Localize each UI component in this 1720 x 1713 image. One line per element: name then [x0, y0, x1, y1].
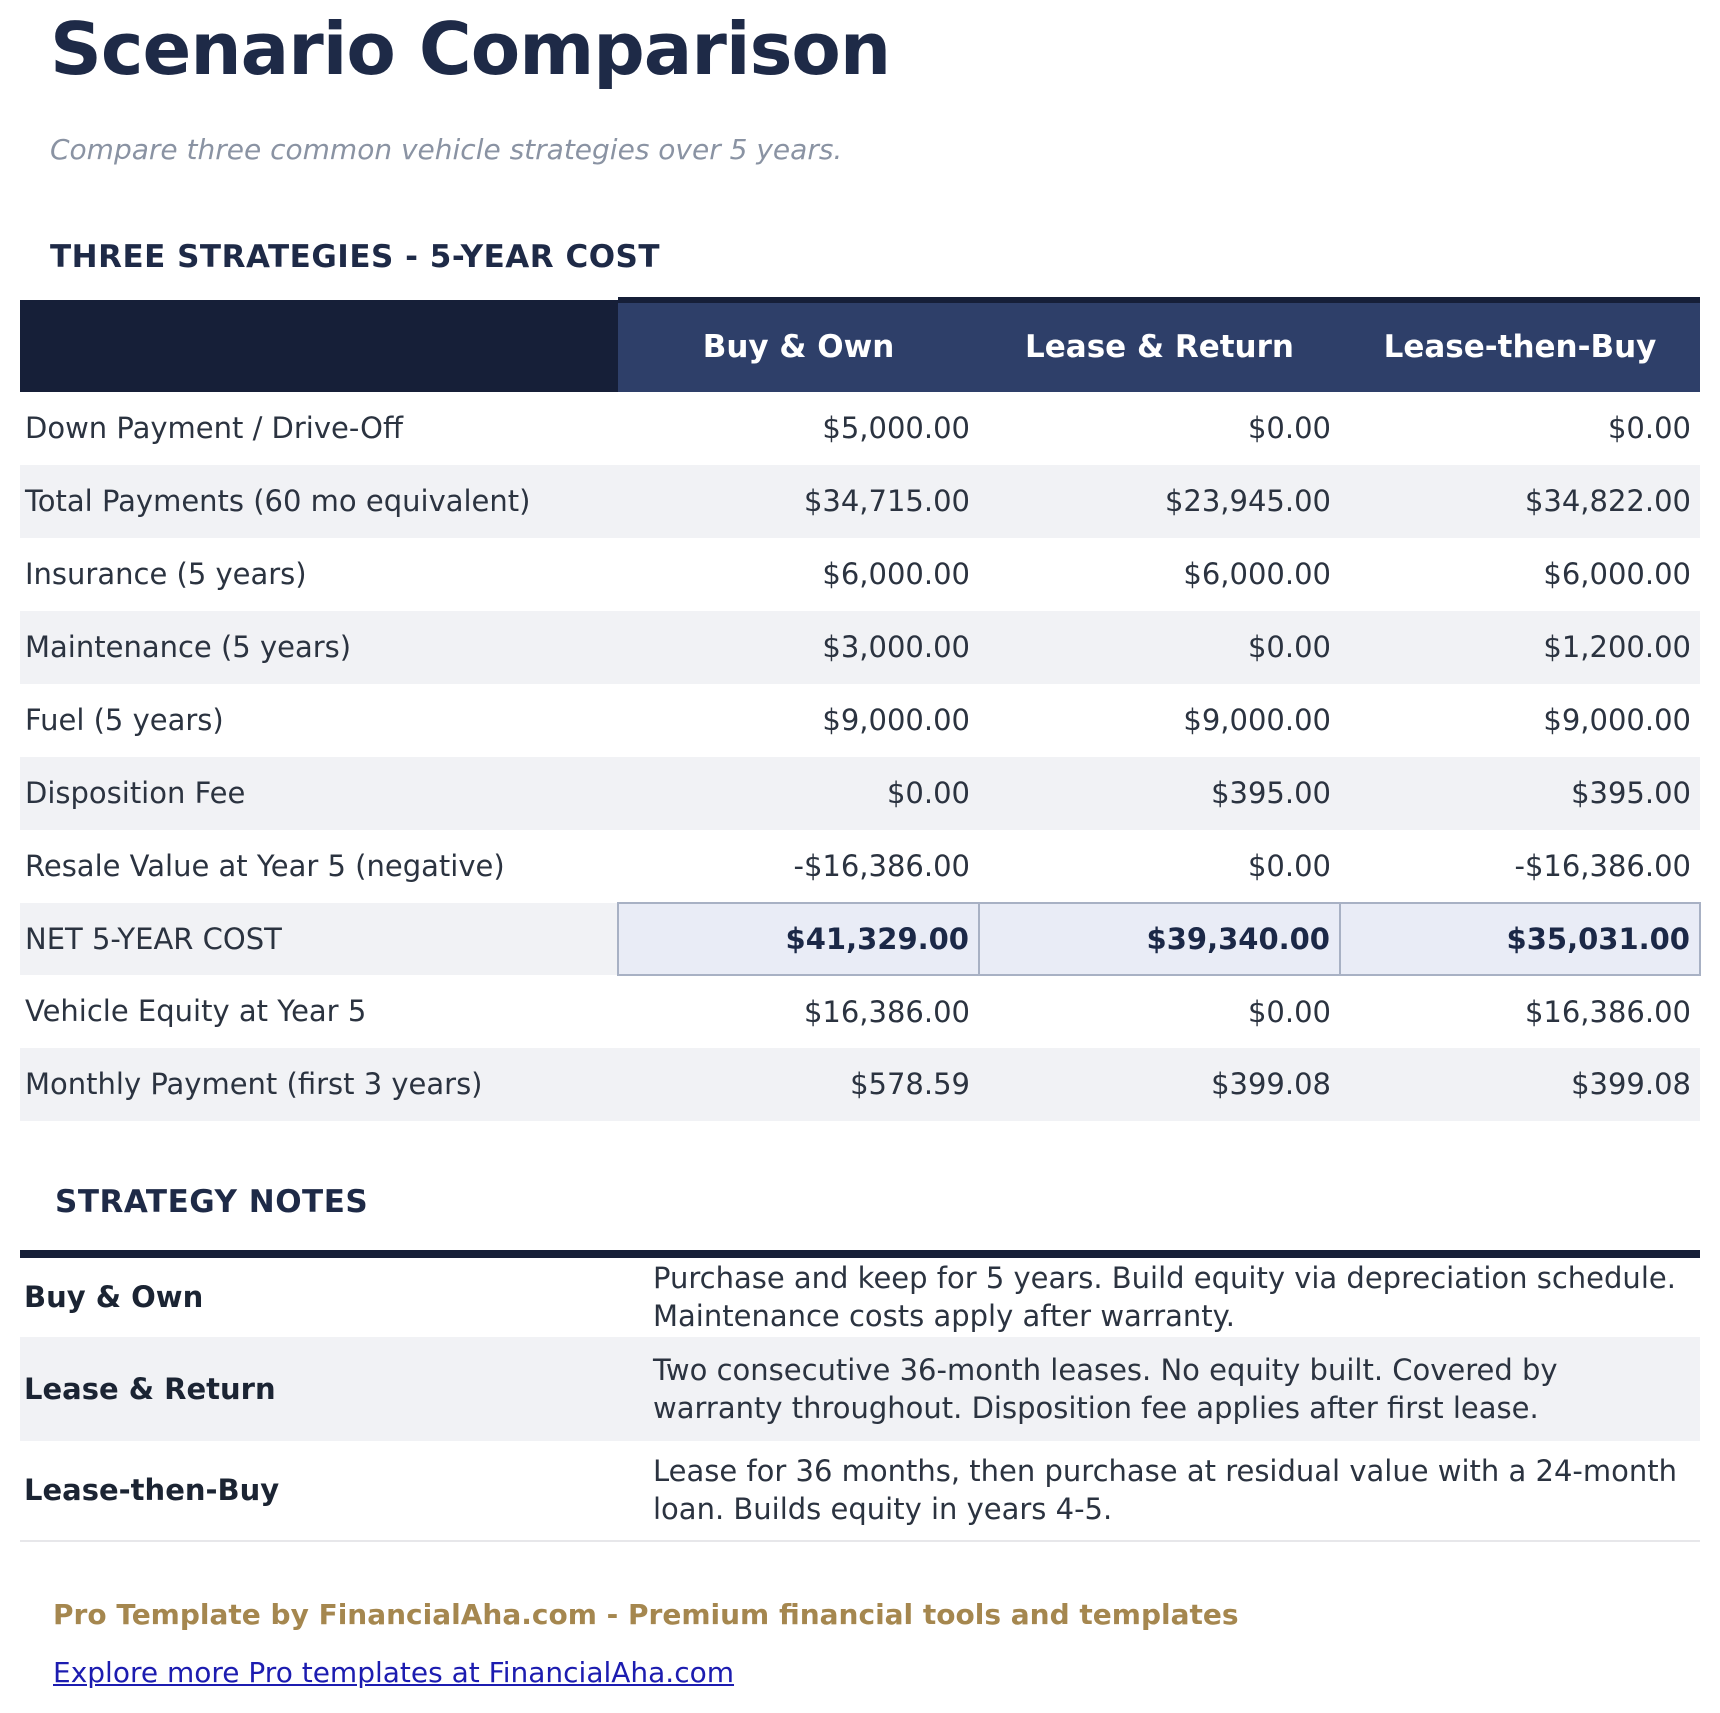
cell-value: $6,000.00	[822, 557, 970, 592]
cell-value: $34,715.00	[618, 464, 979, 538]
note-row-buy-own: Buy & Own Purchase and keep for 5 years.…	[20, 1254, 1700, 1337]
cell-value: $9,000.00	[1543, 703, 1691, 738]
row-label: Total Payments (60 mo equivalent)	[20, 464, 618, 538]
cell-value: $399.08	[1340, 1047, 1700, 1121]
note-label: Lease-then-Buy	[24, 1473, 280, 1508]
page-subtitle: Compare three common vehicle strategies …	[50, 132, 843, 166]
cell-value: $395.00	[1340, 756, 1700, 830]
table-row: Insurance (5 years) $6,000.00 $6,000.00 …	[20, 538, 1700, 611]
cell-value: $16,386.00	[1524, 994, 1691, 1029]
table-row: Down Payment / Drive-Off $5,000.00 $0.00…	[20, 392, 1700, 465]
note-label: Buy & Own	[24, 1280, 204, 1315]
note-text: Two consecutive 36-month leases. No equi…	[653, 1336, 1700, 1441]
row-label: NET 5-YEAR COST	[20, 902, 618, 975]
cell-value: $1,200.00	[1340, 610, 1700, 684]
cell-value: $0.00	[1607, 411, 1691, 446]
table-row: Disposition Fee $0.00 $395.00 $395.00	[20, 756, 1700, 830]
cell-value: -$16,386.00	[1514, 848, 1691, 883]
cell-value: -$16,386.00	[793, 848, 970, 883]
row-label: Insurance (5 years)	[25, 557, 307, 592]
table-row: Total Payments (60 mo equivalent) $34,71…	[20, 464, 1700, 538]
note-row-lease-then-buy: Lease-then-Buy Lease for 36 months, then…	[20, 1441, 1700, 1541]
table-row: Fuel (5 years) $9,000.00 $9,000.00 $9,00…	[20, 684, 1700, 757]
cell-value: $0.00	[979, 610, 1340, 684]
note-text: Purchase and keep for 5 years. Build equ…	[653, 1261, 1676, 1334]
branding-text: Pro Template by FinancialAha.com - Premi…	[53, 1597, 1239, 1631]
column-header-lease-return: Lease & Return	[979, 296, 1340, 392]
cell-value: $578.59	[618, 1047, 979, 1121]
cell-value: $395.00	[979, 756, 1340, 830]
cell-value: $0.00	[1247, 994, 1331, 1029]
note-text: Lease for 36 months, then purchase at re…	[653, 1454, 1677, 1527]
row-label: Monthly Payment (first 3 years)	[20, 1047, 618, 1121]
cell-value: $0.00	[1247, 411, 1331, 446]
row-label: Down Payment / Drive-Off	[25, 411, 403, 446]
row-label: Fuel (5 years)	[25, 703, 224, 738]
note-row-lease-return: Lease & Return Two consecutive 36-month …	[20, 1336, 1700, 1441]
explore-templates-link[interactable]: Explore more Pro templates at FinancialA…	[53, 1655, 735, 1689]
cost-table: Buy & Own Lease & Return Lease-then-Buy …	[20, 296, 1701, 1121]
table-row: Monthly Payment (first 3 years) $578.59 …	[20, 1047, 1700, 1121]
column-header-buy-own: Buy & Own	[618, 296, 979, 392]
cell-value: $399.08	[979, 1047, 1340, 1121]
column-header-lease-then-buy: Lease-then-Buy	[1340, 296, 1700, 392]
page-title: Scenario Comparison	[50, 7, 891, 91]
cost-table-header-row: Buy & Own Lease & Return Lease-then-Buy	[20, 296, 1700, 392]
row-label: Disposition Fee	[20, 756, 618, 830]
table-row: Resale Value at Year 5 (negative) -$16,3…	[20, 830, 1700, 903]
net-cost-value: $39,340.00	[978, 901, 1341, 976]
cell-value: $6,000.00	[1543, 557, 1691, 592]
cell-value: $9,000.00	[1183, 703, 1331, 738]
row-label: Resale Value at Year 5 (negative)	[25, 849, 505, 884]
net-cost-value: $35,031.00	[1339, 901, 1701, 976]
notes-section-title: STRATEGY NOTES	[55, 1183, 369, 1220]
table-row: Vehicle Equity at Year 5 $16,386.00 $0.0…	[20, 975, 1700, 1048]
row-label: Maintenance (5 years)	[20, 610, 618, 684]
note-label: Lease & Return	[20, 1336, 653, 1441]
cell-value: $9,000.00	[822, 703, 970, 738]
cell-value: $5,000.00	[822, 411, 970, 446]
net-cost-row: NET 5-YEAR COST $41,329.00 $39,340.00 $3…	[20, 901, 1701, 976]
cost-section-title: THREE STRATEGIES - 5-YEAR COST	[50, 238, 661, 275]
corner-header-cell	[20, 299, 618, 392]
row-label: Vehicle Equity at Year 5	[25, 994, 367, 1029]
cell-value: $34,822.00	[1340, 464, 1700, 538]
table-row: Maintenance (5 years) $3,000.00 $0.00 $1…	[20, 610, 1700, 684]
net-cost-value: $41,329.00	[617, 901, 980, 976]
cell-value: $6,000.00	[1183, 557, 1331, 592]
strategy-notes-table: Buy & Own Purchase and keep for 5 years.…	[20, 1249, 1700, 1542]
cell-value: $16,386.00	[803, 994, 970, 1029]
cell-value: $0.00	[618, 756, 979, 830]
footer-link-line: Explore more Pro templates at FinancialA…	[53, 1656, 1720, 1690]
cell-value: $0.00	[1247, 848, 1331, 883]
cell-value: $23,945.00	[979, 464, 1340, 538]
cell-value: $3,000.00	[618, 610, 979, 684]
